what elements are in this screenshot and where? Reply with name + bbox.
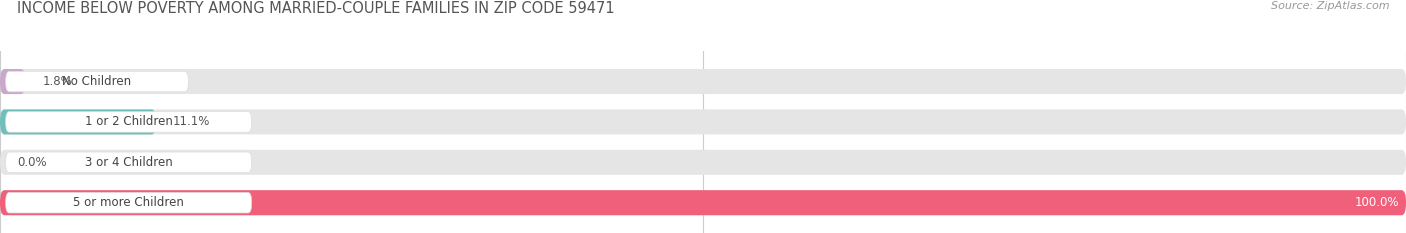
Text: 5 or more Children: 5 or more Children	[73, 196, 184, 209]
Text: 3 or 4 Children: 3 or 4 Children	[84, 156, 173, 169]
FancyBboxPatch shape	[0, 69, 1406, 94]
FancyBboxPatch shape	[6, 152, 252, 173]
FancyBboxPatch shape	[0, 190, 1406, 215]
FancyBboxPatch shape	[0, 110, 156, 134]
FancyBboxPatch shape	[0, 110, 1406, 134]
FancyBboxPatch shape	[0, 150, 1406, 175]
Text: 11.1%: 11.1%	[173, 115, 211, 128]
Text: No Children: No Children	[62, 75, 132, 88]
FancyBboxPatch shape	[6, 112, 252, 132]
FancyBboxPatch shape	[0, 190, 1406, 215]
Text: Source: ZipAtlas.com: Source: ZipAtlas.com	[1271, 1, 1389, 11]
Text: 1.8%: 1.8%	[42, 75, 72, 88]
Text: 1 or 2 Children: 1 or 2 Children	[84, 115, 173, 128]
Text: 100.0%: 100.0%	[1354, 196, 1399, 209]
Text: 0.0%: 0.0%	[17, 156, 46, 169]
FancyBboxPatch shape	[6, 71, 188, 92]
Text: INCOME BELOW POVERTY AMONG MARRIED-COUPLE FAMILIES IN ZIP CODE 59471: INCOME BELOW POVERTY AMONG MARRIED-COUPL…	[17, 1, 614, 16]
FancyBboxPatch shape	[6, 192, 252, 213]
FancyBboxPatch shape	[0, 69, 25, 94]
